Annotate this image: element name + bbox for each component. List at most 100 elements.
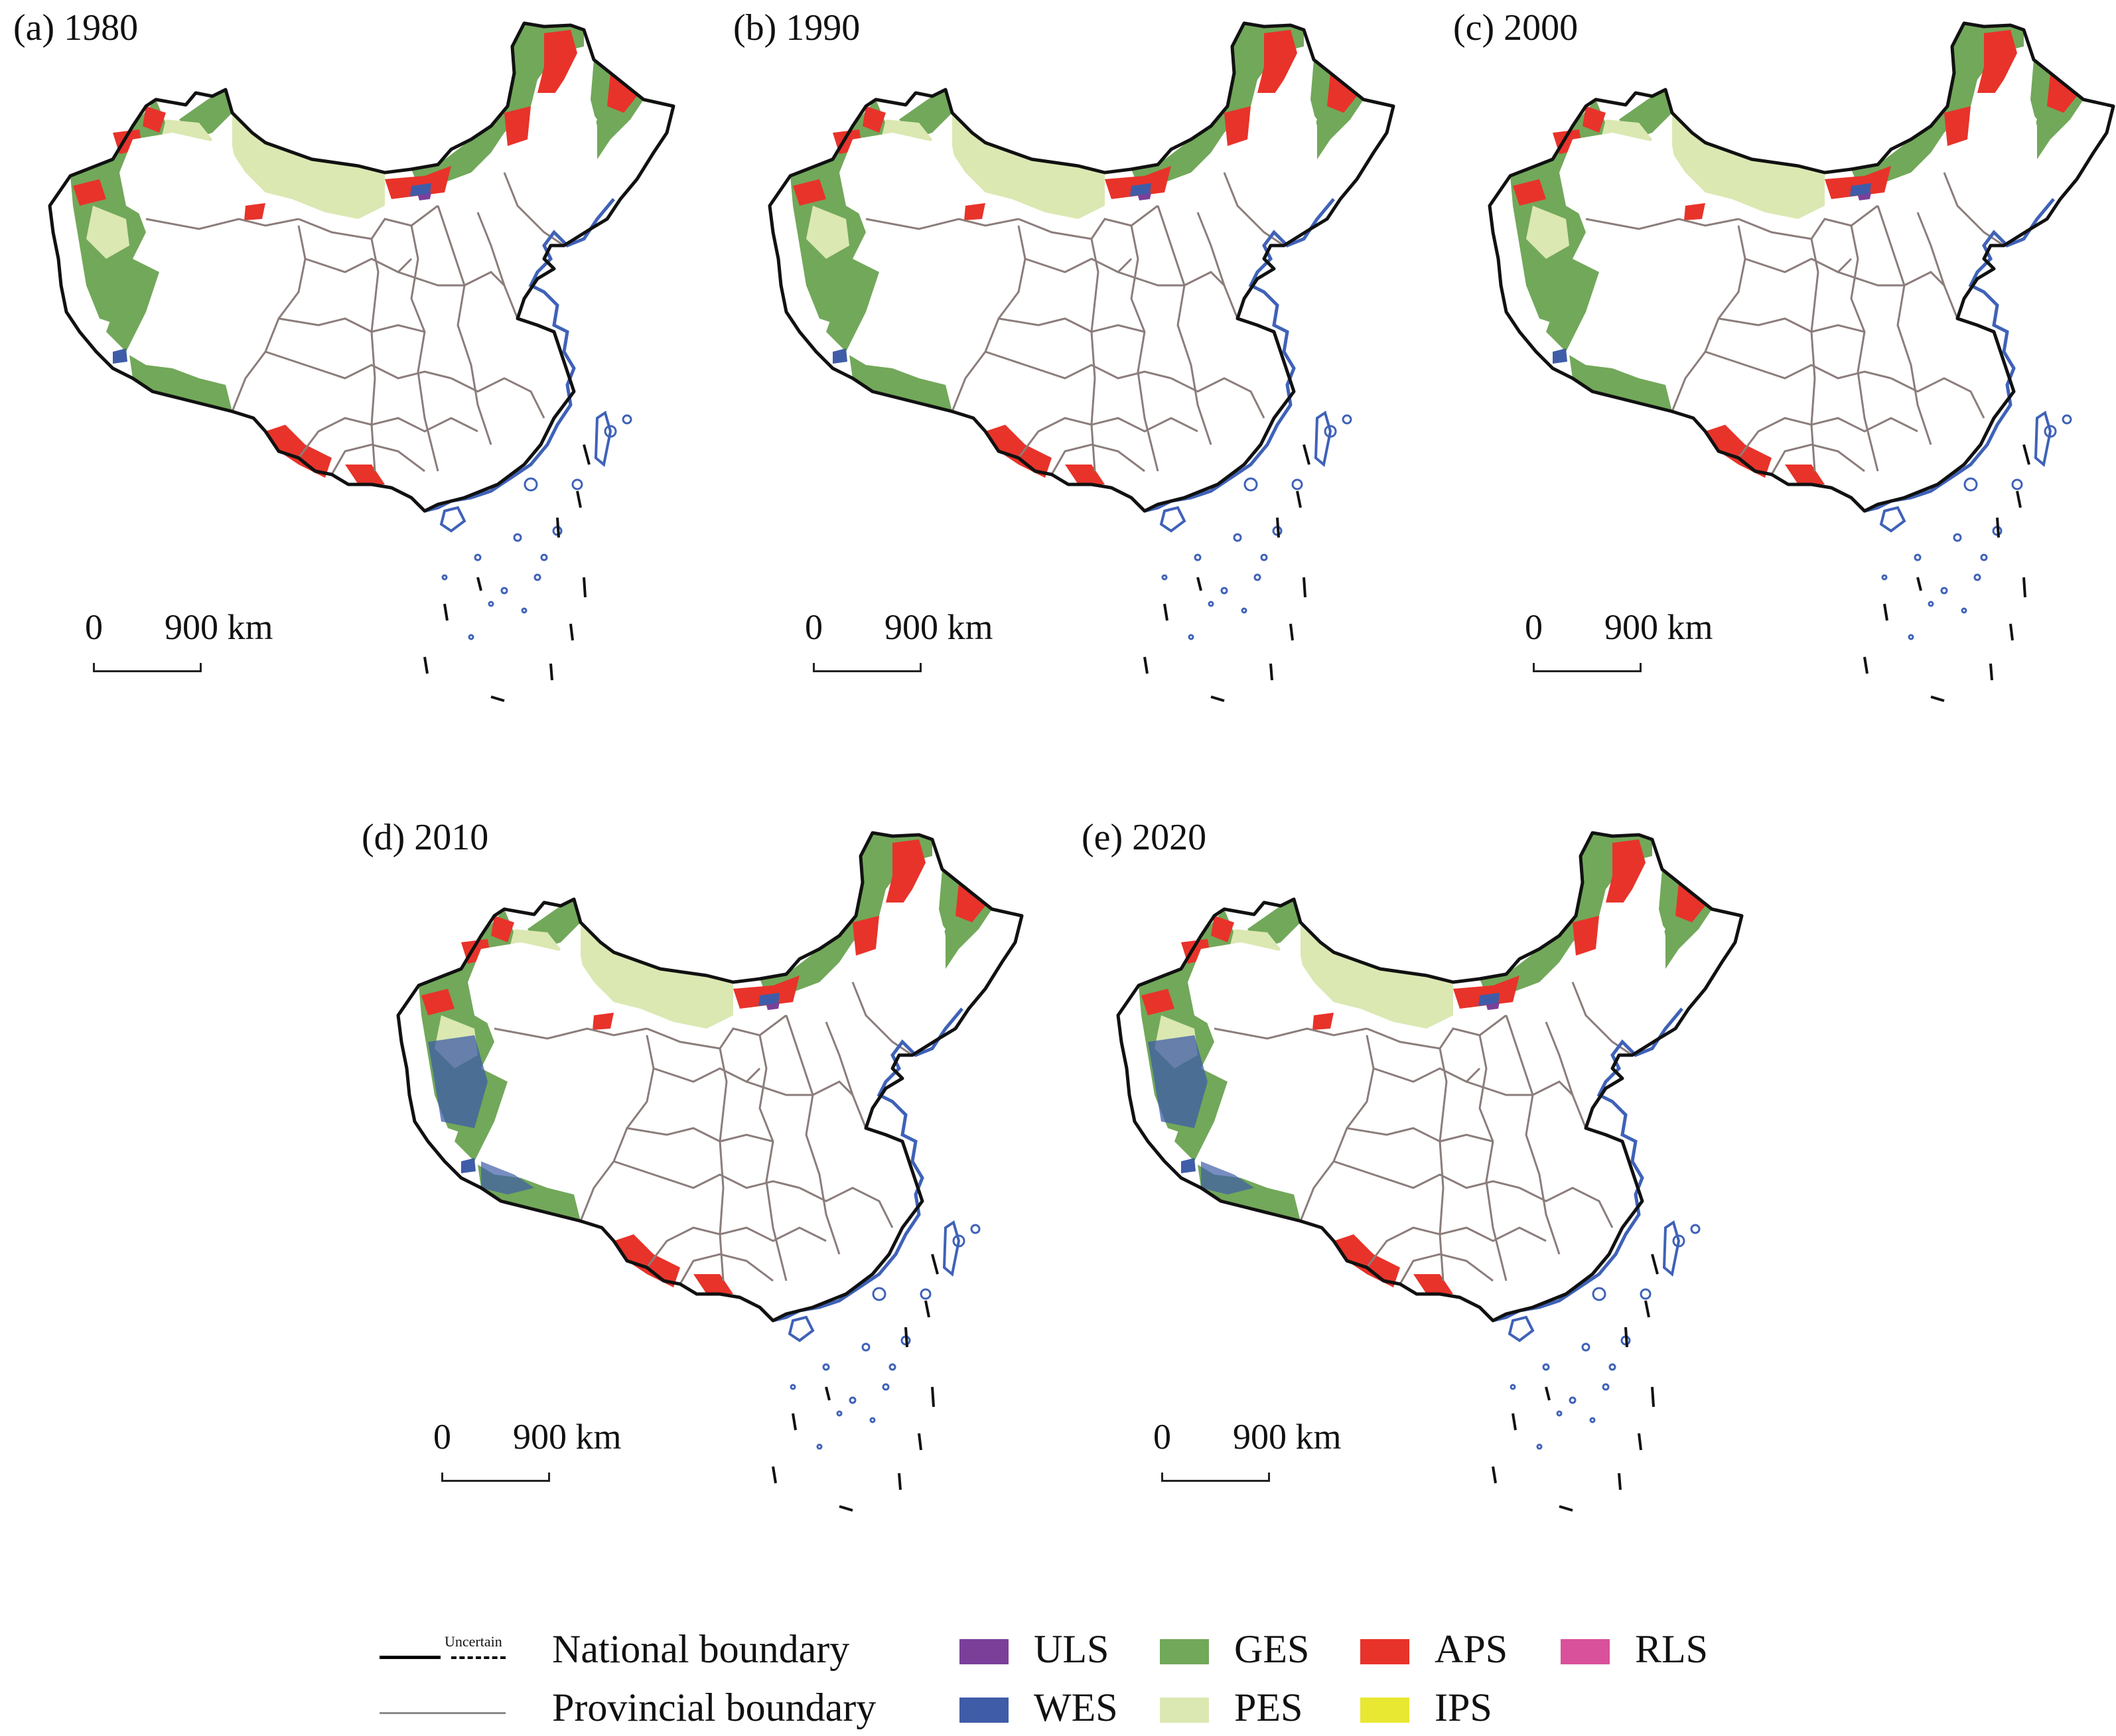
scale-zero-label: 0 [433,1417,451,1457]
blank-region [119,133,239,226]
scale-distance-label: 900 km [513,1417,622,1457]
aps-region [265,425,332,478]
island [1961,607,1967,614]
wes-region [461,1158,476,1173]
island [1973,573,1981,581]
provincial-boundary [653,1067,761,1083]
island [1602,1383,1610,1391]
provincial-boundary [1744,257,1853,273]
wes-region [1201,1161,1254,1194]
uncertain-boundary-dash [1303,444,1310,465]
island [1928,601,1934,607]
provincial-boundary [1705,350,1892,380]
blank-region [839,133,959,226]
island [1161,574,1168,581]
panel-title: (c) 2000 [1453,7,1579,48]
island [1953,533,1962,542]
island [1640,1288,1652,1300]
island [920,1288,932,1300]
uncertain-boundary-dash [556,517,560,538]
pes-label: PES [1234,1686,1303,1729]
pes-region [86,206,129,259]
aps-region [1224,106,1251,146]
provincial-boundary [1519,1187,1614,1228]
uls-label: ULS [1034,1627,1109,1671]
provincial-boundary [1943,172,2005,247]
island [1194,553,1202,561]
provincial-boundary [785,1015,841,1255]
china-map [48,21,675,702]
provincial-boundary [1770,443,1865,475]
blank-region [1559,133,1679,226]
national-boundary-line-symbol [380,1656,441,1659]
scale-bar: 0 900 km [805,607,993,680]
island [474,553,482,561]
island [1940,587,1948,595]
uncertain-boundary-dash [2022,577,2026,598]
map-panel-2020: (e) 2020 0 900 km [1082,816,1785,1546]
national-boundary-label: National boundary [552,1627,850,1671]
island [1980,553,1988,561]
panel-title: (e) 2020 [1082,817,1207,858]
aps-region [1825,166,1891,199]
scale-distance-label: 900 km [1604,607,1713,647]
island [790,1384,796,1390]
island [869,1417,876,1423]
pes-region [1672,113,1825,219]
map-panel-2000: (c) 2000 0 900 km [1453,7,2116,737]
island [488,601,494,607]
uncertain-boundary-dash [1644,1300,1650,1318]
uls-region [1858,192,1871,200]
provincial-boundary [1837,271,1945,287]
island [571,478,583,490]
provincial-boundary [1916,212,1959,319]
island [1233,533,1242,542]
uncertain-boundary-dash [1545,1386,1551,1401]
uncertain-boundary-dash [1930,695,1945,702]
provincial-boundary [1850,225,1879,472]
legend-item-ips: IPS [1360,1684,1559,1731]
provincial-boundary [1346,1127,1494,1143]
provincial-boundary [330,443,425,475]
aps-region [1211,916,1234,942]
island [1672,1234,1685,1248]
island [1324,425,1337,438]
provincial-boundary [1478,1035,1508,1281]
uncertain-boundary-dash [2009,623,2014,641]
legend-item-aps: APS [1360,1626,1559,1672]
aps-region [1583,106,1606,133]
ges-region [106,259,159,352]
map-legend: Uncertain National boundary Provincial b… [378,1626,1772,1732]
ges-region [129,355,232,411]
uncertain-boundary-dash [1651,1386,1655,1408]
ips-label: IPS [1435,1686,1492,1729]
island [622,414,632,425]
uls-region [1138,192,1151,200]
aps-region [537,30,577,100]
ges-region [455,1068,508,1161]
blank-region [1599,903,1665,969]
provincial-boundary [799,1187,894,1228]
provincial-boundary [851,981,913,1056]
aps-region [1606,839,1646,909]
taiwan-island [594,410,612,467]
aps-region [421,989,455,1015]
island [836,1410,843,1417]
panel-title: (d) 2010 [362,817,489,858]
china-map [1488,21,2115,702]
aps-region [1141,989,1174,1015]
wes-region [1850,183,1871,196]
wes-region [1130,183,1151,196]
island [1581,1342,1590,1352]
aps-region [385,166,451,199]
provincial-boundary [1545,1021,1587,1129]
provincial-boundary [370,238,380,472]
aps-label: APS [1435,1627,1508,1671]
map-panel-1980: (a) 1980 0 900 km [13,7,717,737]
provincial-boundary [1018,204,1159,240]
aps-region [1105,166,1171,199]
scale-line [813,663,922,672]
ges-region [1174,1068,1228,1161]
provincial-boundary [985,350,1172,380]
uncertain-boundary-dash [898,1473,902,1490]
